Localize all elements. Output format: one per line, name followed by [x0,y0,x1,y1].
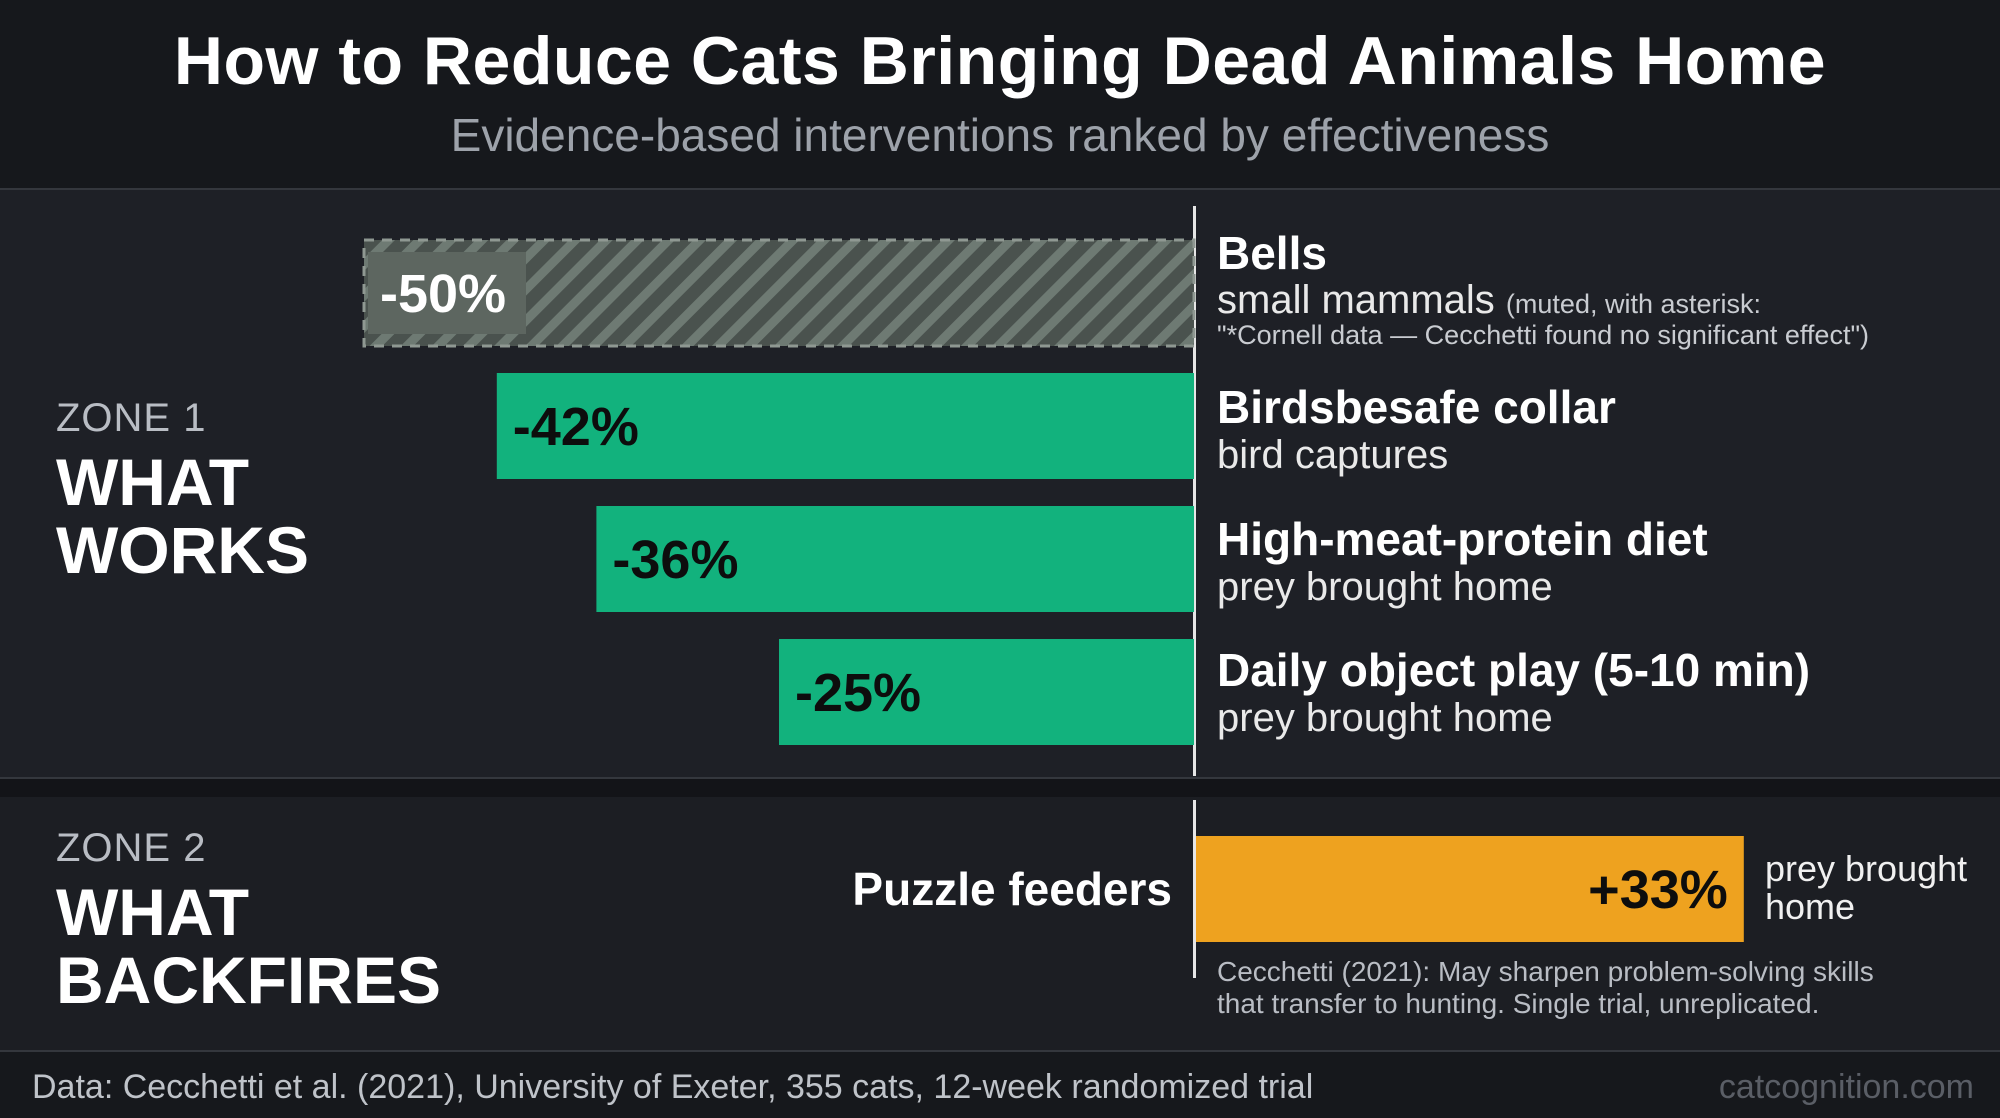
metric-label-bells: small mammals (muted, with asterisk: [1217,278,1761,323]
value-label-daily-object-play-5-10-min: -25% [795,663,921,723]
zone-2-number: ZONE 2 [56,826,207,870]
value-label-bells: -50% [380,264,506,324]
category-label-object-play: Daily object play (5-10 min) [1217,644,1811,696]
footer [0,1050,2000,1118]
bar-puzzle-feeders [1196,836,1744,942]
zone-1-name-line-2: WORKS [56,513,309,587]
zone-1-name: WHAT WORKS [56,448,309,584]
bells-footnote: "*Cornell data — Cecchetti found no sign… [1217,320,1870,350]
bar-birdsbesafe-collar [496,373,1194,479]
value-label-puzzle-feeders: +33% [1588,860,1728,920]
zone-1-number: ZONE 1 [56,396,207,440]
bar-daily-object-play-5-10-min [779,639,1194,745]
data-source: Data: Cecchetti et al. (2021), Universit… [32,1068,1314,1106]
metric-label-puzzle-feeders: prey brought home [1765,848,1968,927]
zone-2-baseline-axis [1193,800,1196,978]
category-label-birdsbesafe: Birdsbesafe collar [1217,381,1616,433]
metric-label-birdsbesafe: bird captures [1217,433,1449,477]
value-label-high-meat-protein-diet: -36% [612,530,738,590]
bar-high-meat-protein-diet [596,506,1194,612]
value-label-bg-bells [368,252,526,334]
header: How to Reduce Cats Bringing Dead Animals… [0,0,2000,190]
metric-text-bells: small mammals [1217,278,1495,322]
puzzle-feeders-note: Cecchetti (2021): May sharpen problem-so… [1217,956,1874,1019]
chart-title: How to Reduce Cats Bringing Dead Animals… [173,23,1827,99]
zone-1-baseline-axis [1193,206,1196,776]
metric-label-object-play: prey brought home [1217,696,1553,740]
chart-subtitle: Evidence-based interventions ranked by e… [450,109,1550,161]
zone-1-name-line-1: WHAT [56,445,250,519]
category-label-bells: Bells [1217,227,1327,279]
value-label-birdsbesafe-collar: -42% [513,397,639,457]
zone-2-name: WHAT BACKFIRES [56,878,441,1014]
category-label-high-meat-diet: High-meat-protein diet [1217,513,1708,565]
category-label-puzzle-feeders: Puzzle feeders [852,863,1172,915]
zone-2-name-line-2: BACKFIRES [56,943,442,1017]
brand-url: catcognition.com [1718,1068,1974,1106]
zone-2-name-line-1: WHAT [56,875,250,949]
bells-note-open: (muted, with asterisk: [1505,289,1761,319]
metric-label-high-meat-diet: prey brought home [1217,565,1553,609]
